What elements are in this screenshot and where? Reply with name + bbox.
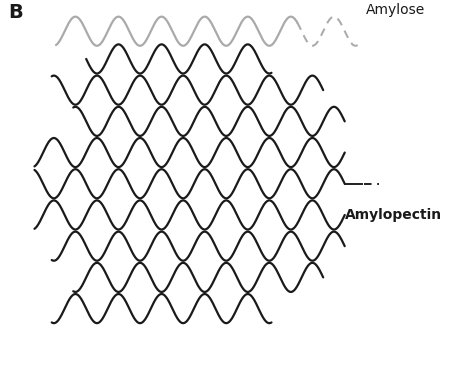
Text: Amylopectin: Amylopectin [345,208,442,222]
Text: B: B [9,3,23,23]
Text: Amylose: Amylose [366,3,426,17]
